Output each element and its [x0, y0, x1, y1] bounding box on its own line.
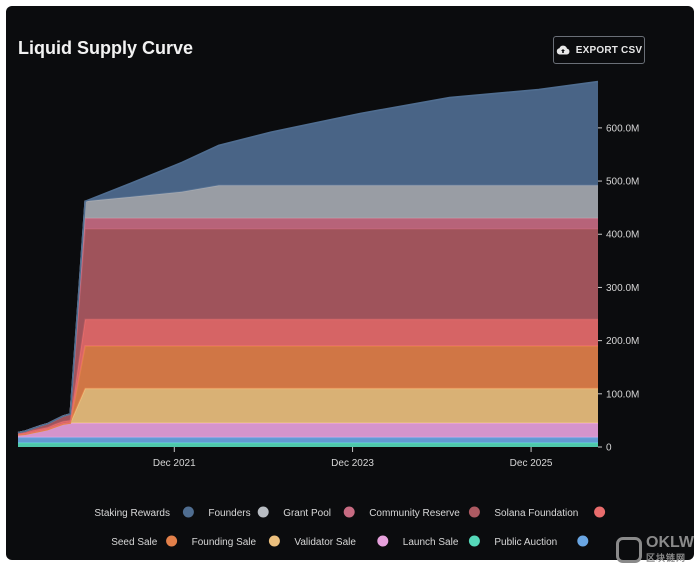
area-seed-sale [18, 345, 598, 435]
legend-label: Public Auction [494, 537, 557, 548]
y-tick-label: 200.0M [606, 336, 639, 347]
legend-swatch [577, 535, 589, 547]
legend-label: Founders [208, 508, 250, 519]
watermark-subtext: 区块链网 [646, 553, 687, 563]
legend-swatch [594, 506, 606, 518]
legend-swatch [468, 506, 480, 518]
legend-swatch [268, 535, 280, 547]
legend-label: Staking Rewards [94, 508, 170, 519]
export-csv-label: EXPORT CSV [575, 44, 643, 56]
legend-item-founders[interactable]: Founders [208, 506, 269, 520]
x-tick-label: Dec 2021 [153, 458, 196, 469]
area-validator-sale [18, 423, 598, 438]
legend-swatch [377, 535, 389, 547]
chart-title: Liquid Supply Curve [18, 38, 194, 58]
legend-swatch [257, 506, 269, 518]
legend-label: Seed Sale [111, 537, 158, 548]
area-solana-foundation [18, 319, 598, 435]
watermark: OKLW 区块链网 [616, 535, 694, 564]
legend-swatch [182, 506, 194, 518]
legend-item-staking-rewards[interactable]: Staking Rewards [94, 506, 194, 520]
y-tick-label: 0 [606, 443, 612, 454]
legend-item-seed-sale[interactable]: Seed Sale [111, 535, 178, 549]
y-tick-label: 400.0M [606, 230, 639, 241]
x-tick-label: Dec 2025 [510, 458, 553, 469]
legend-item-solana-foundation[interactable]: Solana Foundation [494, 506, 606, 520]
legend-label: Community Reserve [369, 508, 460, 519]
y-tick-label: 500.0M [606, 177, 639, 188]
export-csv-button[interactable]: EXPORT CSV [553, 36, 645, 64]
y-tick-label: 100.0M [606, 389, 639, 400]
y-tick-label: 300.0M [606, 283, 639, 294]
area-launch-sale [18, 442, 598, 447]
legend-item-community-reserve[interactable]: Community Reserve [369, 506, 480, 520]
legend-item-public-auction[interactable]: Public Auction [494, 535, 589, 549]
watermark-text: OKLW [646, 534, 694, 551]
legend-swatch [166, 535, 178, 547]
line-staking-rewards [17, 80, 599, 434]
watermark-logo-icon [616, 536, 642, 563]
legend-item-launch-sale[interactable]: Launch Sale [403, 535, 480, 549]
y-tick-label: 600.0M [606, 123, 639, 134]
x-tick-label: Dec 2023 [331, 458, 374, 469]
line-solana-foundation [17, 318, 598, 435]
cloud-upload-icon [556, 45, 570, 55]
area-founding-sale [18, 388, 598, 435]
legend-item-grant-pool[interactable]: Grant Pool [283, 506, 355, 520]
legend-label: Founding Sale [192, 537, 257, 548]
legend-swatch [468, 535, 480, 547]
legend-label: Validator Sale [294, 537, 356, 548]
legend-label: Grant Pool [283, 508, 331, 519]
area-founders [18, 185, 598, 433]
area-staking-rewards [18, 81, 598, 433]
legend-label: Solana Foundation [494, 508, 578, 519]
area-public-auction [18, 437, 598, 443]
legend-item-founding-sale[interactable]: Founding Sale [192, 535, 280, 549]
area-community-reserve [18, 228, 598, 434]
legend-item-validator-sale[interactable]: Validator Sale [294, 535, 389, 549]
legend-label: Launch Sale [403, 537, 459, 548]
legend-swatch [343, 506, 355, 518]
